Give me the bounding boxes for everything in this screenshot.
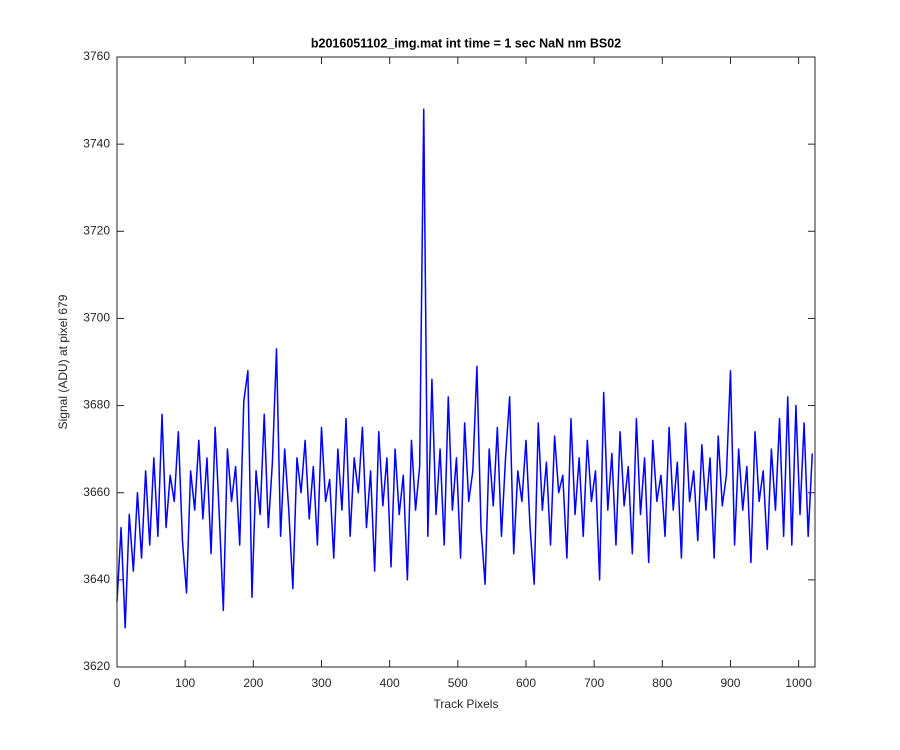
y-tick-label: 3660: [83, 485, 110, 499]
y-tick-label: 3760: [83, 49, 110, 63]
y-tick-label: 3640: [83, 572, 110, 586]
x-tick-label: 1000: [785, 676, 812, 690]
x-axis-label: Track Pixels: [434, 697, 499, 711]
y-tick-label: 3680: [83, 398, 110, 412]
x-tick-label: 700: [584, 676, 604, 690]
y-tick-label: 3720: [83, 223, 110, 237]
x-tick-label: 0: [114, 676, 121, 690]
x-tick-label: 600: [516, 676, 536, 690]
x-tick-label: 300: [311, 676, 331, 690]
y-axis-label: Signal (ADU) at pixel 679: [56, 294, 70, 429]
x-tick-label: 800: [652, 676, 672, 690]
y-tick-label: 3700: [83, 311, 110, 325]
x-tick-label: 900: [720, 676, 740, 690]
x-tick-label: 100: [175, 676, 195, 690]
data-line: [116, 108, 814, 629]
x-tick-label: 500: [448, 676, 468, 690]
x-tick-label: 200: [243, 676, 263, 690]
y-tick-label: 3740: [83, 136, 110, 150]
chart-title: b2016051102_img.mat int time = 1 sec NaN…: [311, 36, 621, 50]
x-tick-label: 400: [380, 676, 400, 690]
axes-box: [116, 56, 816, 668]
y-tick-label: 3620: [83, 659, 110, 673]
